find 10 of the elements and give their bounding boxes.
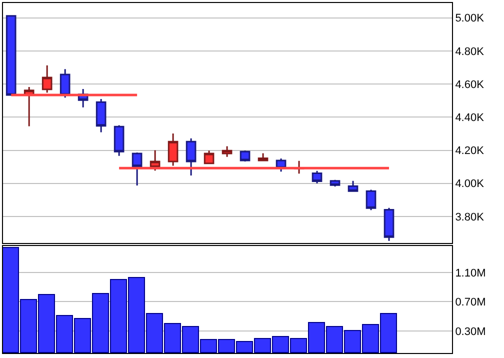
y-tick-label: 4.60K bbox=[455, 78, 485, 91]
y-tick-label: 0.30M bbox=[455, 326, 486, 338]
y-tick-label: 4.00K bbox=[455, 178, 485, 190]
y-tick-label: 4.20K bbox=[455, 145, 485, 158]
y-tick-label: 0.70M bbox=[455, 296, 486, 309]
y-tick-label: 3.80K bbox=[455, 211, 485, 224]
y-tick-label: 1.10M bbox=[455, 267, 486, 280]
y-tick-label: 4.80K bbox=[455, 46, 485, 58]
y-tick-label: 4.40K bbox=[455, 112, 485, 124]
y-tick-label: 5.00K bbox=[455, 12, 485, 25]
